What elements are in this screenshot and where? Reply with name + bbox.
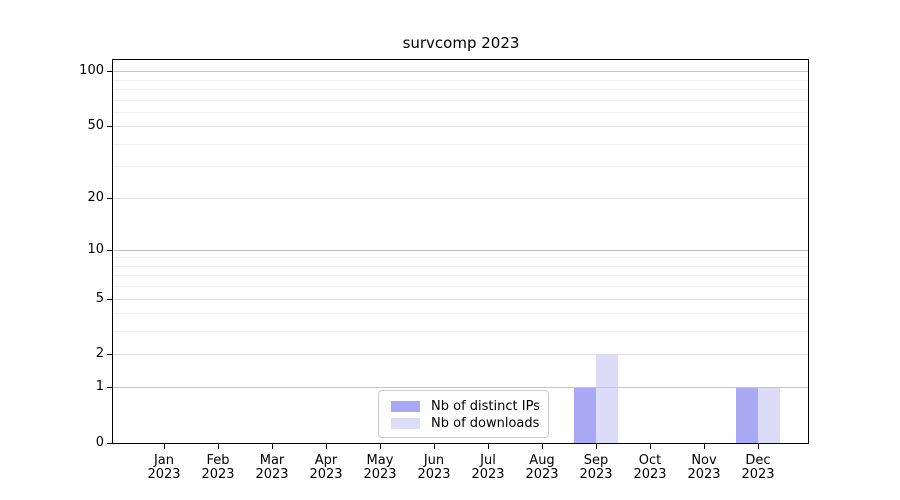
- x-tick-label-jul-2023: Jul 2023: [471, 453, 505, 482]
- x-tick-label-oct-2023: Oct 2023: [633, 453, 667, 482]
- gridline-y-8: [113, 266, 808, 267]
- bar-distinct-ips-dec-2023: [736, 387, 758, 443]
- x-tick-label-apr-2023: Apr 2023: [309, 453, 343, 482]
- x-tick-mark-jan-2023: [164, 444, 165, 449]
- x-tick-mark-jun-2023: [434, 444, 435, 449]
- y-tick-mark-2: [107, 354, 112, 355]
- gridline-y-70: [113, 100, 808, 101]
- y-tick-label-10: 10: [87, 242, 104, 257]
- gridline-y-1: [113, 387, 808, 388]
- y-tick-label-20: 20: [87, 190, 104, 205]
- x-tick-mark-dec-2023: [758, 444, 759, 449]
- legend-swatch-downloads: [391, 417, 420, 429]
- x-tick-mark-mar-2023: [272, 444, 273, 449]
- y-tick-mark-5: [107, 299, 112, 300]
- plot-area: Nb of distinct IPs Nb of downloads: [112, 59, 809, 444]
- gridline-y-20: [113, 198, 808, 199]
- x-tick-mark-apr-2023: [326, 444, 327, 449]
- legend-label-distinct-ips: Nb of distinct IPs: [431, 398, 540, 414]
- x-tick-mark-sep-2023: [596, 444, 597, 449]
- y-tick-mark-1: [107, 387, 112, 388]
- x-tick-label-jan-2023: Jan 2023: [147, 453, 181, 482]
- gridline-y-9: [113, 257, 808, 258]
- gridline-y-3: [113, 331, 808, 332]
- x-tick-mark-may-2023: [380, 444, 381, 449]
- x-tick-mark-oct-2023: [650, 444, 651, 449]
- gridline-y-7: [113, 275, 808, 276]
- x-tick-label-feb-2023: Feb 2023: [201, 453, 235, 482]
- y-tick-label-100: 100: [79, 63, 104, 78]
- x-tick-label-mar-2023: Mar 2023: [255, 453, 289, 482]
- y-tick-mark-50: [107, 126, 112, 127]
- x-tick-label-jun-2023: Jun 2023: [417, 453, 451, 482]
- legend-entry-distinct-ips: Nb of distinct IPs: [391, 398, 540, 414]
- x-tick-label-may-2023: May 2023: [363, 453, 397, 482]
- legend: Nb of distinct IPs Nb of downloads: [378, 390, 549, 438]
- x-tick-mark-aug-2023: [542, 444, 543, 449]
- y-tick-mark-20: [107, 198, 112, 199]
- x-tick-label-nov-2023: Nov 2023: [687, 453, 721, 482]
- y-tick-label-0: 0: [95, 435, 104, 450]
- gridline-y-6: [113, 286, 808, 287]
- legend-entry-downloads: Nb of downloads: [391, 415, 539, 431]
- x-tick-mark-feb-2023: [218, 444, 219, 449]
- legend-label-downloads: Nb of downloads: [431, 415, 540, 431]
- gridline-y-10: [113, 250, 808, 251]
- x-tick-mark-jul-2023: [488, 444, 489, 449]
- y-tick-label-1: 1: [95, 379, 104, 394]
- gridline-y-30: [113, 166, 808, 167]
- gridline-y-90: [113, 80, 808, 81]
- gridline-y-100: [113, 71, 808, 72]
- x-tick-label-sep-2023: Sep 2023: [579, 453, 613, 482]
- y-tick-mark-100: [107, 71, 112, 72]
- bar-downloads-sep-2023: [596, 354, 618, 443]
- gridline-y-2: [113, 354, 808, 355]
- gridline-y-50: [113, 126, 808, 127]
- y-tick-mark-10: [107, 250, 112, 251]
- x-tick-label-dec-2023: Dec 2023: [741, 453, 775, 482]
- y-tick-label-5: 5: [95, 291, 104, 306]
- gridline-y-5: [113, 299, 808, 300]
- y-tick-mark-0: [107, 443, 112, 444]
- bar-downloads-dec-2023: [758, 387, 780, 443]
- bar-distinct-ips-sep-2023: [574, 387, 596, 443]
- x-tick-label-aug-2023: Aug 2023: [525, 453, 559, 482]
- gridline-y-40: [113, 144, 808, 145]
- gridline-y-4: [113, 313, 808, 314]
- y-tick-label-50: 50: [87, 118, 104, 133]
- x-tick-mark-nov-2023: [704, 444, 705, 449]
- chart-title: survcomp 2023: [402, 34, 520, 52]
- y-tick-label-2: 2: [95, 346, 104, 361]
- legend-swatch-distinct-ips: [391, 400, 420, 412]
- gridline-y-60: [113, 112, 808, 113]
- gridline-y-80: [113, 89, 808, 90]
